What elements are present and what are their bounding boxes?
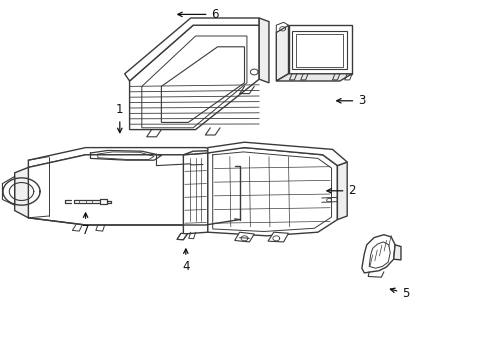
Text: 7: 7 <box>81 213 89 237</box>
Polygon shape <box>207 142 346 166</box>
Polygon shape <box>337 162 346 220</box>
Polygon shape <box>28 148 239 167</box>
Polygon shape <box>28 155 239 225</box>
Text: 1: 1 <box>116 103 123 132</box>
Polygon shape <box>292 31 346 69</box>
Polygon shape <box>368 242 389 268</box>
Polygon shape <box>276 74 351 81</box>
Text: 6: 6 <box>178 8 219 21</box>
Polygon shape <box>234 232 254 242</box>
Polygon shape <box>142 36 246 128</box>
Polygon shape <box>267 232 288 242</box>
Polygon shape <box>393 245 400 260</box>
Polygon shape <box>207 148 337 236</box>
Polygon shape <box>276 25 288 81</box>
Polygon shape <box>276 22 288 32</box>
Text: 5: 5 <box>389 287 409 300</box>
Text: 2: 2 <box>326 184 355 197</box>
Polygon shape <box>124 18 259 81</box>
Polygon shape <box>361 235 394 273</box>
Polygon shape <box>161 47 244 122</box>
Polygon shape <box>295 34 343 67</box>
Text: 3: 3 <box>336 94 365 107</box>
Text: 4: 4 <box>182 249 189 273</box>
Polygon shape <box>183 153 207 234</box>
Polygon shape <box>259 18 268 83</box>
Polygon shape <box>183 150 217 155</box>
Polygon shape <box>15 167 28 218</box>
Polygon shape <box>288 25 351 74</box>
Polygon shape <box>129 25 259 130</box>
Polygon shape <box>177 233 187 240</box>
